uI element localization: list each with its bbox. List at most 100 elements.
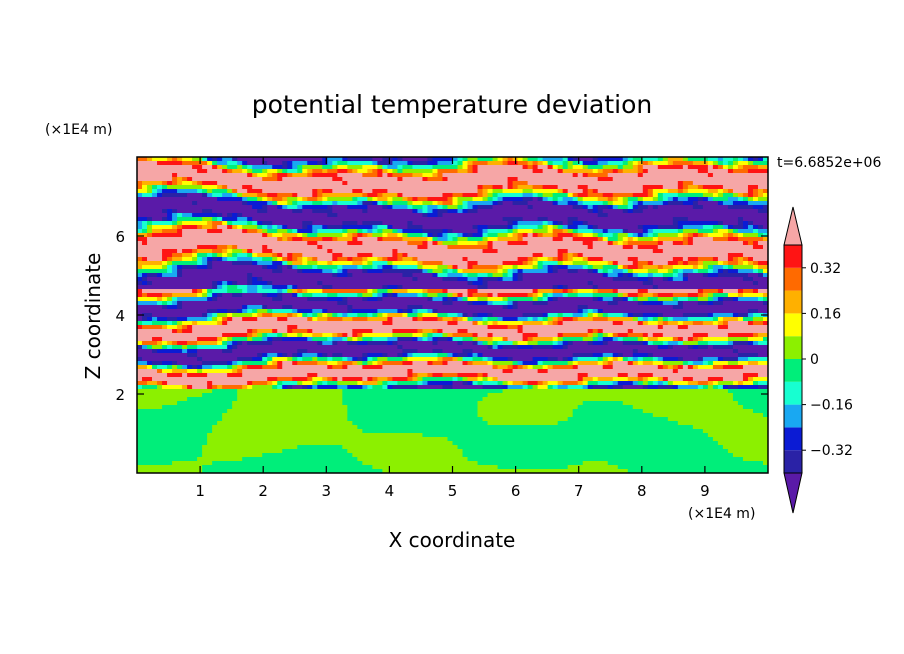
contour-cell [337, 341, 348, 346]
contour-cell [402, 309, 408, 314]
contour-cell [452, 377, 458, 382]
contour-cell [137, 217, 148, 222]
contour-cell [202, 469, 383, 473]
contour-cell [597, 161, 609, 166]
contour-cell [307, 377, 313, 382]
contour-cell [177, 221, 183, 226]
contour-cell [247, 217, 253, 222]
contour-cell [707, 433, 768, 438]
contour-cell [717, 381, 734, 386]
contour-cell [642, 173, 709, 178]
contour-cell [487, 317, 498, 322]
contour-cell [137, 425, 213, 430]
contour-cell [727, 253, 744, 258]
contour-cell [532, 385, 539, 390]
contour-cell [152, 185, 158, 190]
contour-cell [462, 273, 468, 278]
contour-cell [637, 233, 644, 238]
contour-cell [152, 189, 158, 194]
contour-cell [567, 229, 574, 234]
contour-cell [387, 313, 403, 318]
contour-cell [222, 229, 243, 234]
contour-cell [707, 345, 714, 350]
contour-cell [712, 161, 719, 166]
contour-cell [752, 277, 768, 282]
contour-cell [257, 317, 278, 322]
contour-cell [712, 225, 724, 230]
contour-cell [272, 201, 278, 206]
contour-cell [247, 277, 253, 282]
contour-cell [677, 297, 689, 302]
contour-cell [362, 297, 368, 302]
contour-cell [272, 285, 288, 290]
contour-cell [637, 245, 659, 250]
contour-cell [527, 205, 534, 210]
x-tick-label: 9 [700, 482, 710, 500]
contour-cell [682, 233, 689, 238]
contour-cell [532, 193, 539, 198]
contour-cell [202, 209, 213, 214]
contour-cell [437, 309, 579, 314]
contour-cell [362, 201, 373, 206]
contour-cell [327, 381, 338, 386]
contour-cell [182, 225, 198, 230]
contour-cell [487, 197, 493, 202]
contour-cell [412, 201, 423, 206]
contour-cell [282, 237, 288, 242]
contour-cell [147, 365, 153, 370]
contour-cell [412, 277, 418, 282]
contour-cell [712, 269, 719, 274]
contour-cell [232, 225, 238, 230]
contour-cell [597, 213, 609, 218]
contour-cell [677, 337, 684, 342]
contour-cell [147, 273, 158, 278]
contour-cell [377, 201, 383, 206]
contour-cell [567, 165, 574, 170]
contour-cell [527, 257, 534, 262]
contour-cell [312, 357, 318, 362]
contour-cell [222, 257, 228, 262]
contour-cell [267, 169, 278, 174]
contour-cell [697, 301, 709, 306]
contour-cell [492, 337, 503, 342]
contour-cell [577, 157, 594, 162]
contour-cell [507, 357, 513, 362]
contour-cell [672, 365, 679, 370]
contour-cell [637, 301, 644, 306]
contour-cell [197, 369, 203, 374]
x-tick-label: 1 [195, 482, 205, 500]
x-tick-label: 4 [385, 482, 395, 500]
contour-cell [287, 385, 293, 390]
contour-cell [262, 265, 268, 270]
contour-cell [467, 377, 478, 382]
contour-cell [537, 293, 544, 298]
contour-cell [447, 313, 458, 318]
contour-cell [457, 269, 463, 274]
contour-cell [252, 381, 268, 386]
contour-cell [697, 293, 704, 298]
contour-cell [367, 257, 378, 262]
contour-cell [242, 161, 248, 166]
contour-cell [622, 297, 629, 302]
contour-cell [342, 297, 348, 302]
contour-cell [347, 181, 508, 186]
contour-cell [412, 205, 423, 210]
contour-cell [137, 385, 143, 390]
contour-cell [317, 373, 408, 378]
contour-cell [557, 297, 594, 302]
contour-cell [582, 241, 594, 246]
contour-cell [357, 357, 363, 362]
contour-cell [547, 301, 609, 306]
contour-cell [167, 181, 173, 186]
contour-cell [662, 241, 674, 246]
contour-cell [647, 297, 659, 302]
contour-cell [207, 253, 213, 258]
contour-cell [422, 229, 443, 234]
contour-cell [627, 201, 634, 206]
contour-cell [627, 469, 768, 473]
contour-cell [537, 157, 544, 162]
contour-cell [227, 189, 233, 194]
contour-cell [507, 161, 519, 166]
contour-cell [597, 337, 604, 342]
contour-cell [597, 189, 644, 194]
